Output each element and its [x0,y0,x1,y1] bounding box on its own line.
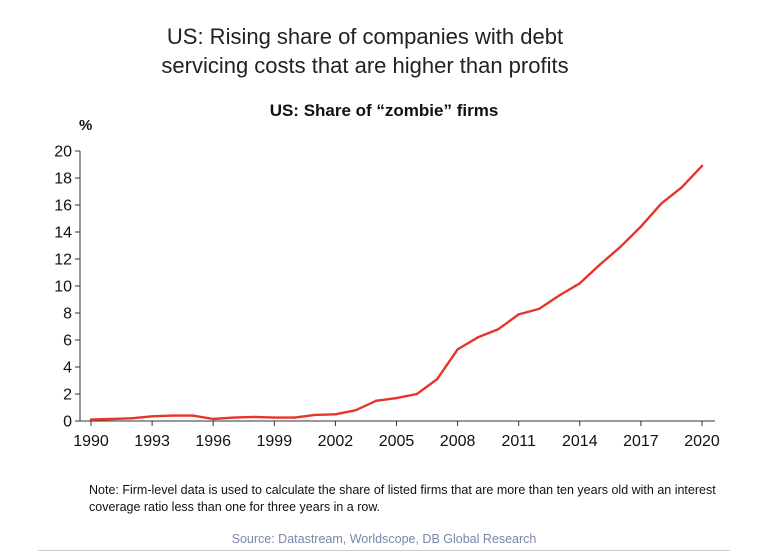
y-tick-label: 16 [54,198,72,215]
data-point [537,307,541,311]
y-tick-label: 4 [63,360,72,377]
headline-line-2: servicing costs that are higher than pro… [161,53,569,78]
data-point [354,409,357,412]
y-tick-label: 12 [54,252,72,269]
x-tick-label: 2014 [562,433,598,450]
data-point [273,416,276,419]
y-tick-label: 8 [63,306,72,323]
headline-line-1: US: Rising share of companies with debt [166,24,564,49]
y-tick-label: 14 [54,225,72,242]
y-tick-label: 6 [63,333,72,350]
x-tick-label: 2020 [684,433,720,450]
x-tick-label: 2011 [501,433,536,450]
data-point [497,328,500,331]
y-tick-label: 20 [54,144,72,161]
data-point [334,413,337,416]
y-axis-unit-label: % [79,117,93,134]
x-tick-label: 2002 [318,433,354,450]
x-tick-label: 2017 [623,433,659,450]
data-point [313,413,317,417]
data-point [293,416,296,419]
headline: US: Rising share of companies with debt … [0,22,730,80]
data-point [415,392,419,396]
data-point [456,348,459,351]
chart-note: Note: Firm-level data is used to calcula… [89,483,716,514]
data-point [517,313,520,316]
data-point [252,415,256,419]
data-point [395,396,398,400]
data-point [660,202,663,205]
x-tick-label: 2005 [379,433,415,450]
y-tick-label: 10 [54,279,72,296]
data-point [212,417,215,421]
data-point [619,245,622,249]
data-point [598,263,602,266]
data-point [578,282,581,285]
bottom-divider [38,550,730,551]
y-tick-label: 18 [54,171,72,188]
chart-title: US: Share of “zombie” firms [269,101,499,120]
x-tick-label: 1990 [73,433,109,450]
data-point [89,418,93,421]
data-point [639,225,643,228]
data-point [700,164,704,168]
data-point [374,399,378,402]
x-tick-label: 1999 [257,433,293,450]
data-point [171,414,174,417]
y-tick-label: 0 [63,414,72,431]
data-point [191,414,195,417]
data-point [680,186,683,189]
x-tick-label: 1996 [195,433,231,450]
data-point [476,336,480,339]
data-point [150,415,154,418]
x-tick-label: 2008 [440,433,476,450]
x-tick-label: 1993 [134,433,170,450]
series-line [89,164,704,421]
data-point [232,416,235,419]
y-tick-label: 2 [63,387,72,404]
data-point [110,417,113,421]
data-point [436,377,439,381]
data-point [558,294,561,297]
data-point [130,417,133,420]
source-attribution: Source: Datastream, Worldscope, DB Globa… [231,532,537,546]
